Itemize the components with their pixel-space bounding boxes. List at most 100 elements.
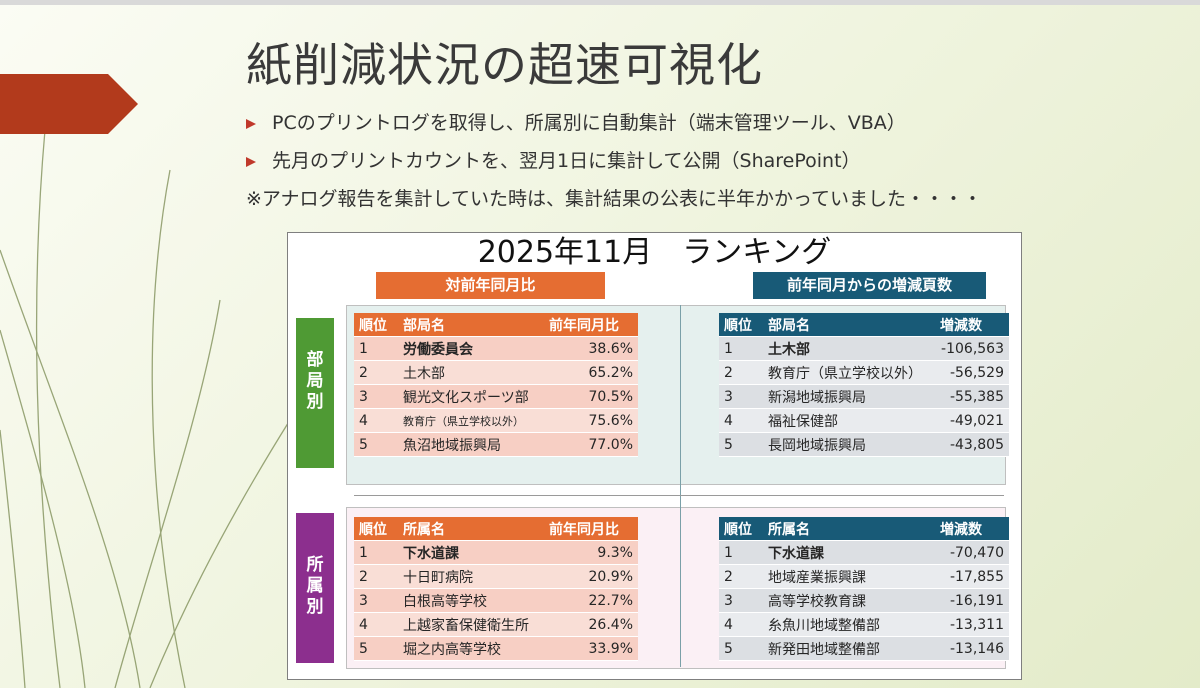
col-name: 部局名 [398,313,544,337]
value-cell: -13,146 [935,636,1009,661]
name-cell: 上越家畜保健衛生所 [398,612,544,637]
name-cell: 長岡地域振興局 [763,432,935,457]
table-row: 4 教育庁（県立学校以外） 75.6% [354,408,638,433]
table-row: 5 長岡地域振興局 -43,805 [719,432,1009,457]
value-cell: -16,191 [935,588,1009,613]
table-bureau-ratio: 順位 部局名 前年同月比 1 労働委員会 38.6% 2 土木部 65.2% 3… [354,313,638,457]
rank-cell: 4 [719,408,763,433]
table-row: 2 土木部 65.2% [354,360,638,385]
table-row: 4 上越家畜保健衛生所 26.4% [354,612,638,637]
rank-cell: 1 [354,540,398,565]
table-header-row: 順位 部局名 前年同月比 [354,313,638,337]
value-cell: 70.5% [544,384,638,409]
rank-cell: 3 [719,588,763,613]
side-label-char: 局 [306,371,324,391]
name-cell: 観光文化スポーツ部 [398,384,544,409]
table-row: 1 下水道課 -70,470 [719,540,1009,565]
value-cell: 65.2% [544,360,638,385]
rank-cell: 3 [354,384,398,409]
top-border [0,0,1200,5]
value-cell: 77.0% [544,432,638,457]
header-ratio: 対前年同月比 [376,272,605,299]
side-label-bureau: 部 局 別 [296,318,334,468]
name-cell: 福祉保健部 [763,408,935,433]
section-divider-horizontal [354,495,1004,496]
rank-cell: 2 [719,360,763,385]
slide-title: 紙削減状況の超速可視化 [246,38,763,92]
rank-cell: 5 [719,432,763,457]
table-row: 1 土木部 -106,563 [719,336,1009,361]
value-cell: -106,563 [935,336,1009,361]
table-row: 5 魚沼地域振興局 77.0% [354,432,638,457]
col-ratio: 前年同月比 [544,517,638,541]
bullet-text-2: 先月のプリントカウントを、翌月1日に集計して公開（SharePoint） [272,150,861,172]
table-header-row: 順位 部局名 増減数 [719,313,1009,337]
col-name: 所属名 [398,517,544,541]
table-row: 1 下水道課 9.3% [354,540,638,565]
bullet-arrow-icon [246,156,256,167]
table-row: 5 堀之内高等学校 33.9% [354,636,638,661]
value-cell: -49,021 [935,408,1009,433]
table-row: 5 新発田地域整備部 -13,146 [719,636,1009,661]
table-row: 3 白根高等学校 22.7% [354,588,638,613]
name-cell: 白根高等学校 [398,588,544,613]
rank-cell: 1 [354,336,398,361]
table-office-ratio: 順位 所属名 前年同月比 1 下水道課 9.3% 2 十日町病院 20.9% 3… [354,517,638,661]
value-cell: -56,529 [935,360,1009,385]
name-cell: 教育庁（県立学校以外） [763,360,935,385]
table-row: 3 新潟地域振興局 -55,385 [719,384,1009,409]
col-rank: 順位 [719,517,763,541]
value-cell: 33.9% [544,636,638,661]
side-label-char: 所 [306,555,324,575]
table-office-diff: 順位 所属名 増減数 1 下水道課 -70,470 2 地域産業振興課 -17,… [719,517,1009,661]
table-row: 4 糸魚川地域整備部 -13,311 [719,612,1009,637]
bullet-item-1: PCのプリントログを取得し、所属別に自動集計（端末管理ツール、VBA） [246,110,906,136]
rank-cell: 5 [354,432,398,457]
col-ratio: 前年同月比 [544,313,638,337]
slide-note: ※アナログ報告を集計していた時は、集計結果の公表に半年かかっていました・・・・ [246,188,983,210]
rank-cell: 1 [719,336,763,361]
bullet-arrow-icon [246,118,256,129]
col-rank: 順位 [354,517,398,541]
table-row: 3 観光文化スポーツ部 70.5% [354,384,638,409]
value-cell: -17,855 [935,564,1009,589]
table-row: 2 教育庁（県立学校以外） -56,529 [719,360,1009,385]
value-cell: 75.6% [544,408,638,433]
name-cell: 糸魚川地域整備部 [763,612,935,637]
name-cell: 土木部 [398,360,544,385]
ranking-title: 2025年11月 ランキング [477,235,832,270]
value-cell: -70,470 [935,540,1009,565]
col-diff: 増減数 [935,313,1009,337]
rank-cell: 3 [354,588,398,613]
name-cell: 十日町病院 [398,564,544,589]
bullet-item-2: 先月のプリントカウントを、翌月1日に集計して公開（SharePoint） [246,148,861,174]
rank-cell: 2 [354,564,398,589]
side-label-char: 属 [306,576,324,596]
side-label-char: 別 [306,392,324,412]
name-cell: 労働委員会 [398,336,544,361]
table-row: 4 福祉保健部 -49,021 [719,408,1009,433]
table-row: 2 十日町病院 20.9% [354,564,638,589]
rank-cell: 2 [354,360,398,385]
side-label-char: 別 [306,597,324,617]
value-cell: -55,385 [935,384,1009,409]
rank-cell: 5 [719,636,763,661]
value-cell: -13,311 [935,612,1009,637]
side-label-office: 所 属 別 [296,513,334,663]
value-cell: 38.6% [544,336,638,361]
value-cell: -43,805 [935,432,1009,457]
col-rank: 順位 [719,313,763,337]
red-arrow-shape [0,74,138,134]
name-cell: 地域産業振興課 [763,564,935,589]
name-cell: 下水道課 [398,540,544,565]
name-cell: 高等学校教育課 [763,588,935,613]
table-header-row: 順位 所属名 前年同月比 [354,517,638,541]
value-cell: 26.4% [544,612,638,637]
col-name: 所属名 [763,517,935,541]
value-cell: 20.9% [544,564,638,589]
name-cell: 堀之内高等学校 [398,636,544,661]
rank-cell: 4 [354,408,398,433]
rank-cell: 5 [354,636,398,661]
side-label-char: 部 [306,350,324,370]
